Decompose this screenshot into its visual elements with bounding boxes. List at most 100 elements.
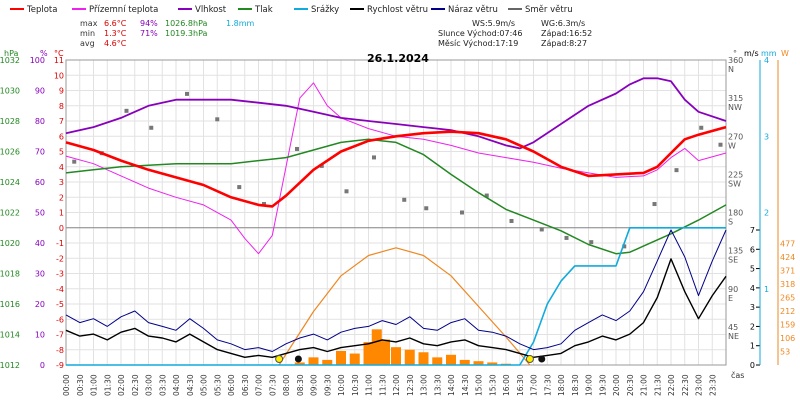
direction-point <box>124 108 129 113</box>
time-tick: 12:00 <box>392 374 401 396</box>
rain-bar <box>336 350 346 365</box>
temperature-tick: -1 <box>56 239 64 248</box>
temperature-tick: 5 <box>59 148 64 157</box>
time-tick: 11:30 <box>378 374 387 396</box>
direction-letter: NE <box>728 332 739 341</box>
rain-bar <box>349 353 360 365</box>
time-tick: 17:00 <box>530 374 539 396</box>
wind-speed-tick: 3 <box>750 303 755 312</box>
pressure-tick: 1012 <box>0 361 20 370</box>
humidity-tick: 80 <box>35 117 45 126</box>
time-tick: 12:30 <box>406 374 415 396</box>
legend-label: Rychlost větru <box>367 5 428 15</box>
info-moonrise: Měsíc Východ:17:19 <box>438 39 518 48</box>
temperature-tick: -2 <box>56 254 64 263</box>
legend-label: Vlhkost <box>195 5 227 15</box>
temperature-tick: 4 <box>59 163 64 172</box>
time-tick: 15:00 <box>475 374 484 396</box>
rain-bar <box>363 342 374 365</box>
time-unit: čas <box>731 370 744 380</box>
time-tick: 18:30 <box>571 374 580 396</box>
time-tick: 20:00 <box>612 374 621 396</box>
time-tick: 07:30 <box>268 374 277 396</box>
direction-tick: 315 <box>728 94 743 103</box>
sunset-marker <box>525 355 534 363</box>
time-tick: 04:00 <box>172 374 181 396</box>
time-tick: 04:30 <box>186 374 195 396</box>
rain-bar <box>391 347 401 365</box>
time-tick: 21:30 <box>653 374 662 396</box>
wind-speed-tick: 7 <box>750 226 755 235</box>
direction-point <box>509 218 514 223</box>
legend-label: Srážky <box>311 5 339 15</box>
time-tick: 02:30 <box>131 374 140 396</box>
temperature-tick: -5 <box>56 300 64 309</box>
rain-bar <box>432 357 443 365</box>
time-tick: 10:30 <box>351 374 360 396</box>
direction-point <box>424 206 429 211</box>
direction-point <box>564 235 569 240</box>
pressure-tick: 1022 <box>0 209 20 218</box>
humidity-tick: 0 <box>40 361 45 370</box>
direction-point <box>402 197 407 202</box>
plot-area <box>65 77 727 366</box>
temperature-tick: 6 <box>59 132 64 141</box>
rain-bar <box>459 359 470 365</box>
rain-bar <box>446 354 456 365</box>
ground-temp-line <box>65 82 727 255</box>
temperature-line <box>65 125 727 208</box>
wind-speed-tick: 1 <box>750 342 755 351</box>
temperature-unit: °C <box>54 49 64 58</box>
moonset-marker <box>294 355 302 363</box>
rain-tick: 2 <box>764 209 769 218</box>
time-tick: 17:30 <box>543 374 552 396</box>
humidity-tick: 40 <box>35 239 45 248</box>
direction-letter: E <box>728 294 733 303</box>
direction-point <box>319 163 324 168</box>
pressure-unit: hPa <box>4 49 19 58</box>
info-wg: WG:6.3m/s <box>541 19 585 28</box>
sunrise-marker <box>275 355 284 363</box>
solar-tick: 265 <box>780 294 795 303</box>
time-tick: 11:00 <box>365 374 374 396</box>
wind-speed-tick: 5 <box>750 265 755 274</box>
rain-bar <box>371 329 382 365</box>
solar-tick: 212 <box>780 307 795 316</box>
chart-title: 26.1.2024 <box>367 52 429 65</box>
direction-tick: 45 <box>728 323 738 332</box>
rain-bar <box>418 352 429 365</box>
time-tick: 22:00 <box>667 374 676 396</box>
rain-tick: 1 <box>764 285 769 294</box>
direction-tick: 135 <box>728 247 743 256</box>
time-tick: 22:30 <box>681 374 690 396</box>
time-tick: 23:30 <box>708 374 717 396</box>
direction-tick: 90 <box>728 285 738 294</box>
rain-bar <box>322 359 333 365</box>
stat-rain: 1.8mm <box>226 19 255 28</box>
precip-line <box>66 227 726 366</box>
stat-temp: 4.6°C <box>104 39 127 48</box>
time-tick: 06:30 <box>241 374 250 396</box>
humidity-unit: % <box>40 49 48 58</box>
rain-tick: 3 <box>764 132 769 141</box>
direction-point <box>262 202 266 207</box>
legend-label: Náraz větru <box>448 5 498 15</box>
temperature-tick: -6 <box>56 315 64 324</box>
time-tick: 19:30 <box>598 374 607 396</box>
humidity-line <box>65 77 727 150</box>
humidity-tick: 10 <box>35 331 45 340</box>
temperature-tick: -4 <box>56 285 64 294</box>
stat-humidity: 94% <box>140 19 158 28</box>
grid <box>65 59 727 366</box>
axes: 1032103010281026102410221020101810161014… <box>0 49 795 396</box>
time-tick: 03:00 <box>145 374 154 396</box>
rain-bar <box>308 357 319 365</box>
direction-letter: SW <box>728 179 741 188</box>
temperature-tick: 0 <box>59 224 64 233</box>
temperature-tick: 7 <box>59 117 64 126</box>
direction-tick: 225 <box>728 170 743 179</box>
solar-tick: 53 <box>780 348 790 357</box>
pressure-line <box>65 138 727 255</box>
wind-speed-tick: 0 <box>750 361 755 370</box>
